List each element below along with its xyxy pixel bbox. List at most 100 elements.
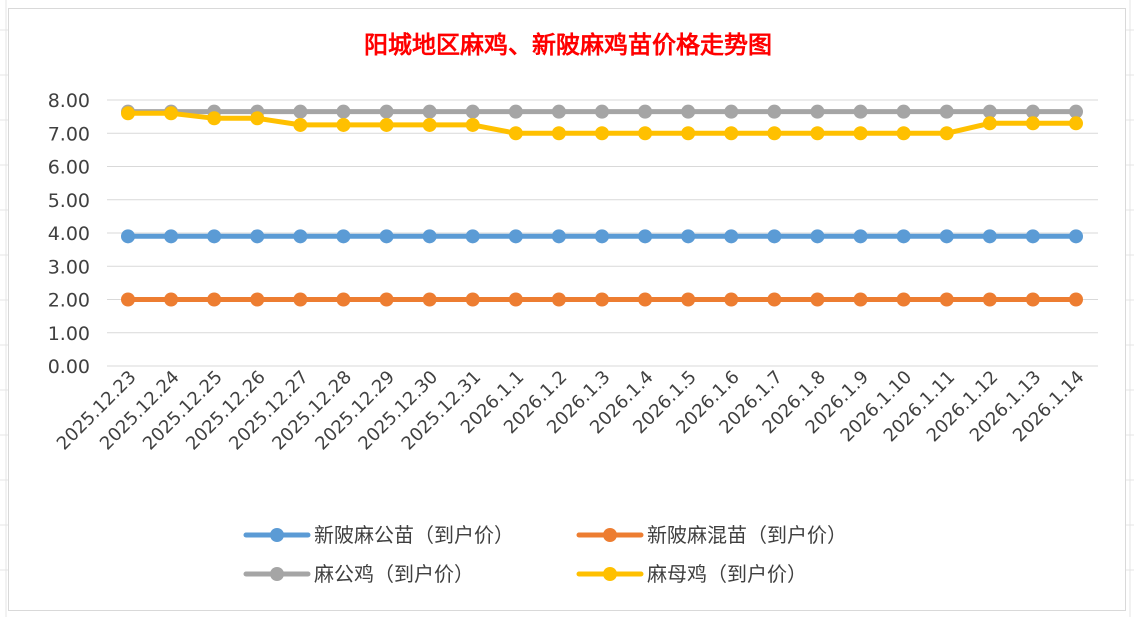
data-point-0-15[interactable] <box>767 229 782 244</box>
data-point-3-22[interactable] <box>1069 116 1083 131</box>
data-point-1-14[interactable] <box>724 292 739 307</box>
data-point-1-16[interactable] <box>810 292 825 307</box>
data-point-2-14[interactable] <box>724 104 739 119</box>
data-point-3-21[interactable] <box>1025 116 1040 131</box>
data-point-1-22[interactable] <box>1069 292 1083 307</box>
data-point-2-9[interactable] <box>508 104 523 119</box>
series-2[interactable] <box>121 104 1083 119</box>
data-point-2-7[interactable] <box>422 104 437 119</box>
data-point-0-9[interactable] <box>508 229 523 244</box>
data-point-3-3[interactable] <box>250 111 265 126</box>
data-point-3-4[interactable] <box>293 117 308 132</box>
data-point-0-22[interactable] <box>1069 229 1083 244</box>
data-point-3-1[interactable] <box>164 106 179 121</box>
data-point-1-3[interactable] <box>250 292 265 307</box>
data-point-1-4[interactable] <box>293 292 308 307</box>
data-point-0-17[interactable] <box>853 229 868 244</box>
data-point-1-7[interactable] <box>422 292 437 307</box>
data-point-0-11[interactable] <box>595 229 609 244</box>
data-point-3-8[interactable] <box>465 117 480 132</box>
data-point-3-12[interactable] <box>638 126 653 141</box>
data-point-0-6[interactable] <box>379 229 394 244</box>
data-point-3-15[interactable] <box>767 126 782 141</box>
data-point-1-12[interactable] <box>638 292 653 307</box>
data-point-1-18[interactable] <box>896 292 911 307</box>
data-point-3-20[interactable] <box>982 116 997 131</box>
data-point-3-19[interactable] <box>939 126 954 141</box>
data-point-2-19[interactable] <box>939 104 954 119</box>
data-point-3-10[interactable] <box>551 126 566 141</box>
data-point-1-0[interactable] <box>121 292 135 307</box>
data-point-2-16[interactable] <box>810 104 825 119</box>
data-point-1-5[interactable] <box>336 292 351 307</box>
data-point-2-10[interactable] <box>551 104 566 119</box>
data-point-2-18[interactable] <box>896 104 911 119</box>
data-point-3-2[interactable] <box>207 111 222 126</box>
data-point-1-20[interactable] <box>982 292 997 307</box>
data-point-3-14[interactable] <box>724 126 739 141</box>
data-point-3-13[interactable] <box>681 126 696 141</box>
data-point-3-0[interactable] <box>121 106 135 121</box>
data-point-1-2[interactable] <box>207 292 222 307</box>
series-3[interactable] <box>121 106 1083 141</box>
data-point-2-12[interactable] <box>638 104 653 119</box>
data-point-0-18[interactable] <box>896 229 911 244</box>
data-point-2-20[interactable] <box>982 104 997 119</box>
data-point-1-6[interactable] <box>379 292 394 307</box>
data-point-0-10[interactable] <box>551 229 566 244</box>
data-point-3-18[interactable] <box>896 126 911 141</box>
data-point-0-16[interactable] <box>810 229 825 244</box>
data-point-0-3[interactable] <box>250 229 265 244</box>
data-point-0-20[interactable] <box>982 229 997 244</box>
data-point-2-21[interactable] <box>1025 104 1040 119</box>
series-0[interactable] <box>121 229 1083 244</box>
data-point-1-19[interactable] <box>939 292 954 307</box>
data-point-1-11[interactable] <box>595 292 609 307</box>
legend-label: 新陂麻混苗（到户价） <box>647 523 847 547</box>
data-point-2-4[interactable] <box>293 104 308 119</box>
data-point-3-7[interactable] <box>422 117 437 132</box>
data-point-1-17[interactable] <box>853 292 868 307</box>
data-point-3-17[interactable] <box>853 126 868 141</box>
data-point-1-1[interactable] <box>164 292 179 307</box>
data-point-1-13[interactable] <box>681 292 696 307</box>
data-point-0-0[interactable] <box>121 229 135 244</box>
data-point-1-9[interactable] <box>508 292 523 307</box>
data-point-2-13[interactable] <box>681 104 696 119</box>
data-point-1-21[interactable] <box>1025 292 1040 307</box>
legend-item-1[interactable]: 新陂麻混苗（到户价） <box>576 523 847 547</box>
legend-item-3[interactable]: 麻母鸡（到户价） <box>576 562 807 586</box>
data-point-2-17[interactable] <box>853 104 868 119</box>
data-point-0-8[interactable] <box>465 229 480 244</box>
data-point-0-13[interactable] <box>681 229 696 244</box>
data-point-2-15[interactable] <box>767 104 782 119</box>
data-point-2-8[interactable] <box>465 104 480 119</box>
data-point-3-11[interactable] <box>595 126 609 141</box>
chart-area[interactable] <box>8 8 1126 611</box>
data-point-0-19[interactable] <box>939 229 954 244</box>
data-point-0-7[interactable] <box>422 229 437 244</box>
data-point-2-11[interactable] <box>595 104 609 119</box>
legend-item-0[interactable]: 新陂麻公苗（到户价） <box>243 523 514 547</box>
legend-item-2[interactable]: 麻公鸡（到户价） <box>243 562 474 586</box>
data-point-3-9[interactable] <box>508 126 523 141</box>
legend: 新陂麻公苗（到户价） 新陂麻混苗（到户价） 麻公鸡（到户价） 麻母鸡（到户价） <box>243 523 847 586</box>
data-point-3-16[interactable] <box>810 126 825 141</box>
data-point-0-1[interactable] <box>164 229 179 244</box>
legend-label: 麻公鸡（到户价） <box>314 562 474 586</box>
data-point-1-10[interactable] <box>551 292 566 307</box>
data-point-0-5[interactable] <box>336 229 351 244</box>
data-point-2-6[interactable] <box>379 104 394 119</box>
data-point-0-21[interactable] <box>1025 229 1040 244</box>
data-point-1-15[interactable] <box>767 292 782 307</box>
data-point-0-4[interactable] <box>293 229 308 244</box>
data-point-1-8[interactable] <box>465 292 480 307</box>
data-point-0-2[interactable] <box>207 229 222 244</box>
data-point-3-5[interactable] <box>336 117 351 132</box>
data-point-0-14[interactable] <box>724 229 739 244</box>
data-point-0-12[interactable] <box>638 229 653 244</box>
data-point-2-22[interactable] <box>1069 104 1083 119</box>
series-1[interactable] <box>121 292 1083 307</box>
data-point-3-6[interactable] <box>379 117 394 132</box>
data-point-2-5[interactable] <box>336 104 351 119</box>
